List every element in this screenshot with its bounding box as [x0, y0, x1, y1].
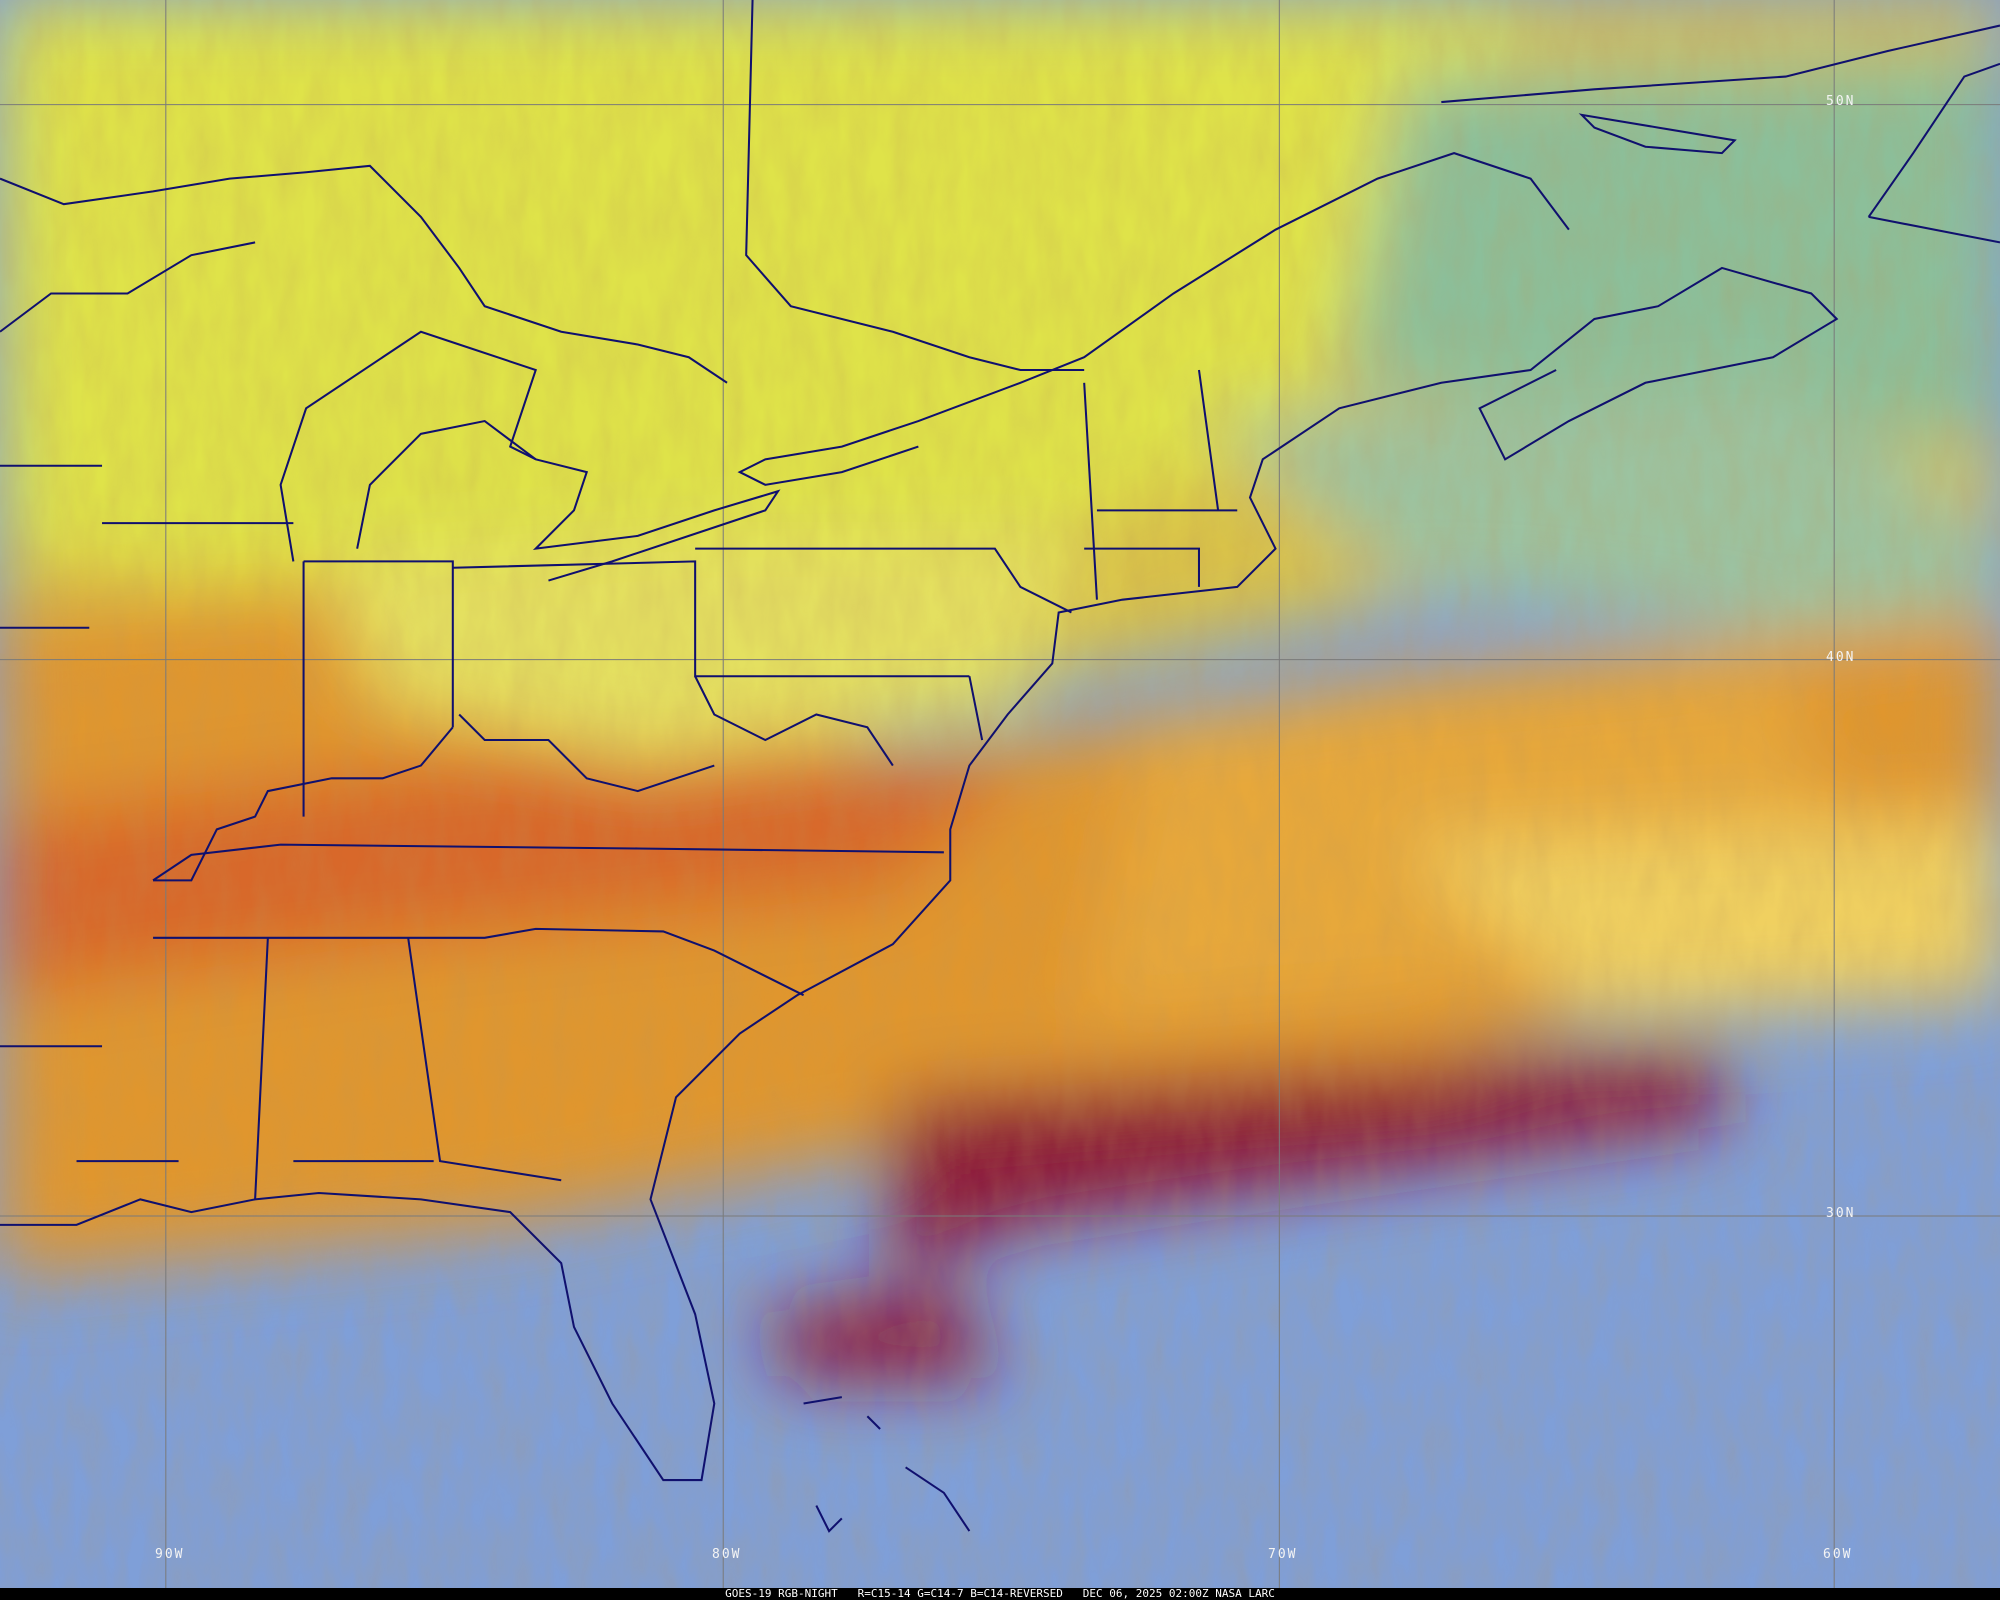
caption-timestamp: DEC 06, 2025 02:00Z NASA LARC: [1082, 1587, 1275, 1600]
lat-label-50n: 50N: [1826, 94, 1856, 109]
lon-label-80w: 80W: [712, 1547, 742, 1562]
lat-label-40n: 40N: [1826, 650, 1856, 665]
caption-channels: R=C15-14 G=C14-7 B=C14-REVERSED: [857, 1587, 1063, 1600]
lat-label-30n: 30N: [1826, 1206, 1856, 1221]
lon-label-60w: 60W: [1823, 1547, 1853, 1562]
lon-label-90w: 90W: [155, 1547, 185, 1562]
lon-label-70w: 70W: [1268, 1547, 1298, 1562]
caption-satellite: GOES-19 RGB-NIGHT: [725, 1587, 838, 1600]
coastlines-and-borders: [0, 0, 2000, 1533]
image-caption-bar: GOES-19 RGB-NIGHT R=C15-14 G=C14-7 B=C14…: [0, 1588, 2000, 1600]
